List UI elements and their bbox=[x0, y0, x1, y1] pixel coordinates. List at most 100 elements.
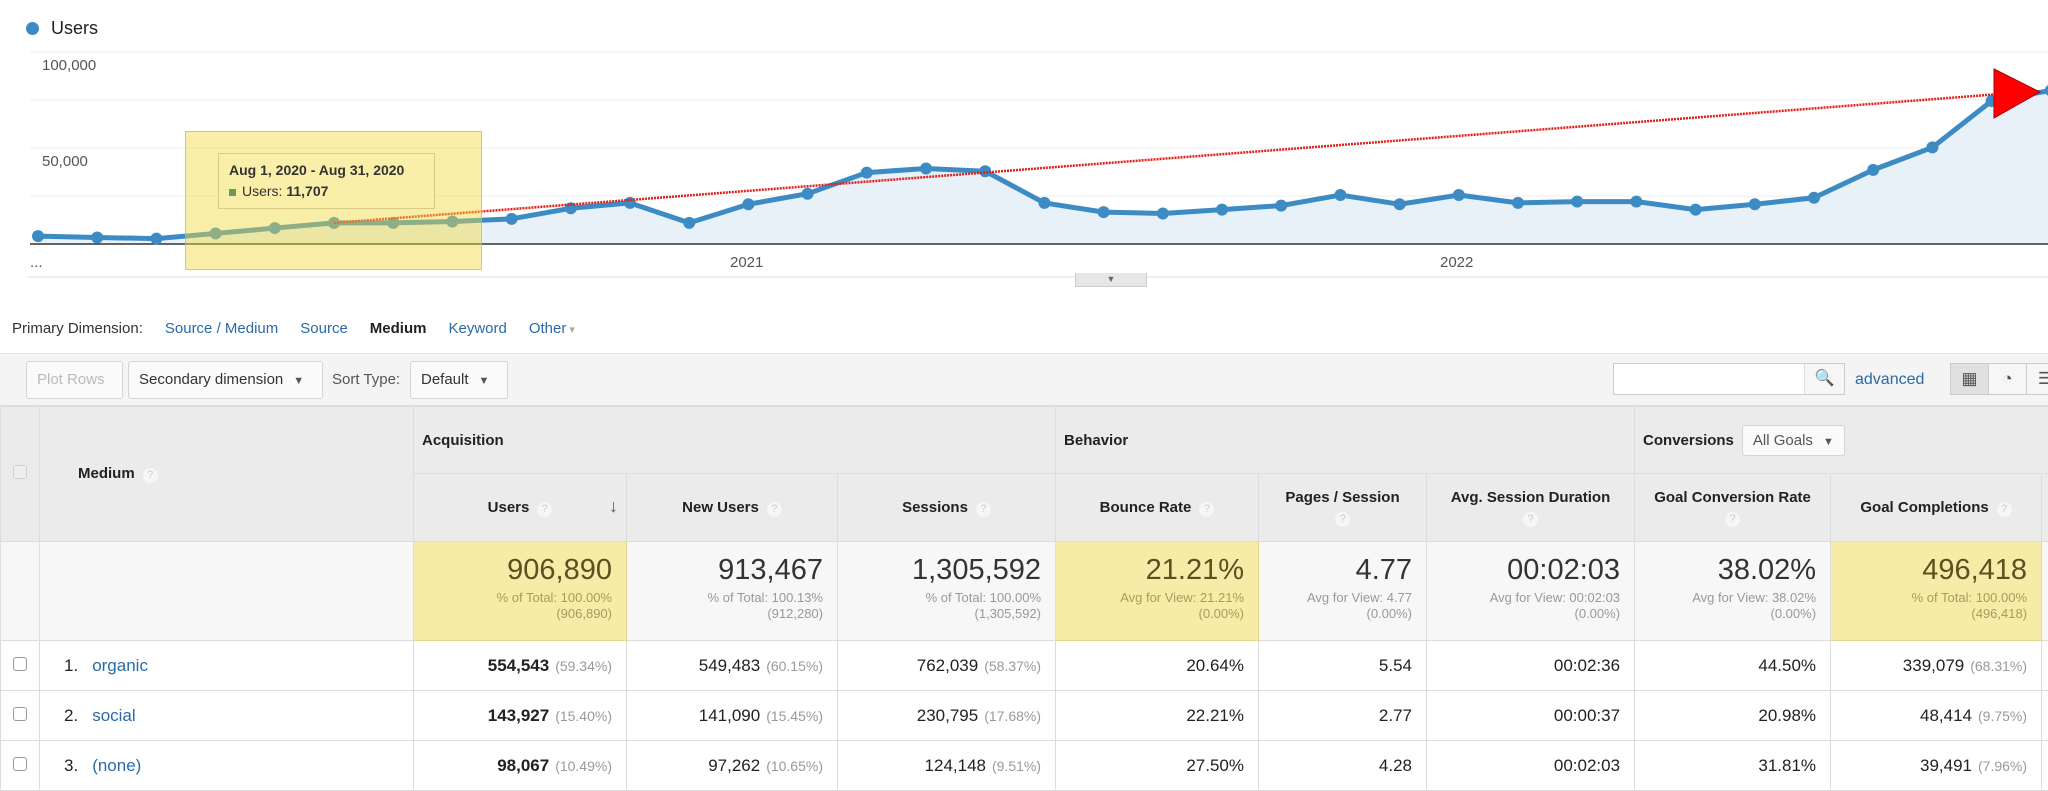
primary-dimension-label: Primary Dimension: bbox=[12, 320, 143, 337]
sort-type-label: Sort Type: bbox=[332, 371, 400, 388]
cell-extra bbox=[2042, 691, 2048, 741]
col-gcr-label: Goal Conversion Rate bbox=[1654, 489, 1811, 506]
cell-extra bbox=[2042, 741, 2048, 791]
col-extra bbox=[2042, 474, 2048, 542]
data-table: Medium? Acquisition Behavior Conversions… bbox=[0, 406, 2048, 791]
help-icon[interactable]: ? bbox=[767, 502, 782, 517]
help-icon[interactable]: ? bbox=[1199, 502, 1214, 517]
help-icon[interactable]: ? bbox=[537, 502, 552, 517]
help-icon[interactable]: ? bbox=[1523, 512, 1538, 527]
table-toolbar: Plot Rows Secondary dimension▼ Sort Type… bbox=[0, 353, 2048, 406]
cell-goal-completions: 339,079(68.31%) bbox=[1831, 641, 2042, 691]
sort-type-value: Default bbox=[421, 371, 469, 388]
col-goal-completions[interactable]: Goal Completions? bbox=[1831, 474, 2042, 542]
chevron-down-icon: ▼ bbox=[293, 375, 304, 387]
help-icon[interactable]: ? bbox=[1335, 512, 1350, 527]
sort-type-dropdown[interactable]: Default▼ bbox=[410, 361, 508, 399]
col-users-label: Users bbox=[488, 499, 530, 516]
col-goal-completions-label: Goal Completions bbox=[1860, 499, 1988, 516]
table-row: 2.social 143,927(15.40%) 141,090(15.45%)… bbox=[1, 691, 2048, 741]
group-acquisition: Acquisition bbox=[414, 407, 1056, 474]
advanced-filter-link[interactable]: advanced bbox=[1855, 371, 1924, 389]
y-tick-label: 100,000 bbox=[42, 57, 96, 74]
cell-bounce-rate: 22.21% bbox=[1056, 691, 1259, 741]
data-point bbox=[1571, 196, 1583, 208]
table-search-input[interactable]: 🔍 bbox=[1613, 363, 1845, 395]
data-point bbox=[1394, 198, 1406, 210]
col-avg-session-duration[interactable]: Avg. Session Duration? bbox=[1427, 474, 1635, 542]
dimension-source-medium[interactable]: Source / Medium bbox=[165, 320, 278, 337]
help-icon[interactable]: ? bbox=[1997, 502, 2012, 517]
chart-collapse-toggle[interactable]: ▼ bbox=[1075, 273, 1147, 287]
total-users: 906,890% of Total: 100.00%(906,890) bbox=[414, 542, 627, 641]
help-icon[interactable]: ? bbox=[143, 468, 158, 483]
row-checkbox[interactable] bbox=[13, 757, 27, 771]
tooltip-label: Users: bbox=[242, 183, 282, 199]
data-point bbox=[1334, 189, 1346, 201]
chevron-down-icon: ▼ bbox=[1823, 436, 1834, 448]
cell-pages-session: 2.77 bbox=[1259, 691, 1427, 741]
data-point bbox=[506, 213, 518, 225]
users-chart: Users 100,000 50,000 ... 2021 2022 Aug 1… bbox=[0, 0, 2048, 300]
pie-view-icon[interactable]: ◔ bbox=[1989, 364, 2027, 394]
dimension-other-dropdown[interactable]: Other bbox=[529, 320, 575, 337]
cell-sessions: 762,039(58.37%) bbox=[838, 641, 1056, 691]
col-bounce-rate-label: Bounce Rate bbox=[1100, 499, 1192, 516]
col-users[interactable]: Users? ↓ bbox=[414, 474, 627, 542]
medium-link[interactable]: (none) bbox=[92, 756, 141, 775]
search-icon[interactable]: 🔍 bbox=[1804, 364, 1844, 394]
data-point bbox=[861, 167, 873, 179]
totals-blank bbox=[1, 542, 40, 641]
col-bounce-rate[interactable]: Bounce Rate? bbox=[1056, 474, 1259, 542]
data-point bbox=[1038, 197, 1050, 209]
help-icon[interactable]: ? bbox=[976, 502, 991, 517]
table-row: 1.organic 554,543(59.34%) 549,483(60.15%… bbox=[1, 641, 2048, 691]
goal-select-value: All Goals bbox=[1753, 432, 1813, 449]
data-point bbox=[1690, 204, 1702, 216]
medium-link[interactable]: social bbox=[92, 706, 135, 725]
table-view-icon[interactable]: ▦ bbox=[1951, 364, 1989, 394]
goal-select-dropdown[interactable]: All Goals ▼ bbox=[1742, 425, 1845, 456]
cell-pages-session: 5.54 bbox=[1259, 641, 1427, 691]
row-dimension: 3.(none) bbox=[40, 741, 414, 791]
col-goal-conversion-rate[interactable]: Goal Conversion Rate? bbox=[1635, 474, 1831, 542]
total-bounce-rate: 21.21%Avg for View: 21.21%(0.00%) bbox=[1056, 542, 1259, 641]
secondary-dimension-dropdown[interactable]: Secondary dimension▼ bbox=[128, 361, 323, 399]
row-checkbox[interactable] bbox=[13, 657, 27, 671]
col-sessions[interactable]: Sessions? bbox=[838, 474, 1056, 542]
cell-sessions: 230,795(17.68%) bbox=[838, 691, 1056, 741]
medium-link[interactable]: organic bbox=[92, 656, 148, 675]
dimension-keyword[interactable]: Keyword bbox=[448, 320, 506, 337]
total-goal-completions: 496,418% of Total: 100.00%(496,418) bbox=[1831, 542, 2042, 641]
col-new-users-label: New Users bbox=[682, 499, 759, 516]
col-new-users[interactable]: New Users? bbox=[627, 474, 838, 542]
sort-descending-icon: ↓ bbox=[609, 496, 618, 516]
total-gcr: 38.02%Avg for View: 38.02%(0.00%) bbox=[1635, 542, 1831, 641]
totals-blank bbox=[40, 542, 414, 641]
col-avg-duration-label: Avg. Session Duration bbox=[1451, 489, 1610, 506]
primary-dimension-bar: Primary Dimension: Source / Medium Sourc… bbox=[12, 320, 575, 337]
data-point bbox=[742, 198, 754, 210]
help-icon[interactable]: ? bbox=[1725, 512, 1740, 527]
data-point bbox=[1512, 197, 1524, 209]
medium-header-label: Medium bbox=[78, 465, 135, 482]
cell-users: 143,927(15.40%) bbox=[414, 691, 627, 741]
cell-goal-completions: 39,491(7.96%) bbox=[1831, 741, 2042, 791]
x-tick-label: ... bbox=[30, 254, 43, 271]
row-checkbox[interactable] bbox=[13, 707, 27, 721]
col-pages-session[interactable]: Pages / Session? bbox=[1259, 474, 1427, 542]
row-dimension: 2.social bbox=[40, 691, 414, 741]
dimension-source[interactable]: Source bbox=[300, 320, 348, 337]
cell-avg-duration: 00:02:36 bbox=[1427, 641, 1635, 691]
data-point bbox=[802, 188, 814, 200]
col-pages-session-label: Pages / Session bbox=[1285, 489, 1399, 506]
total-new-users: 913,467% of Total: 100.13%(912,280) bbox=[627, 542, 838, 641]
totals-blank bbox=[2042, 542, 2048, 641]
select-all-checkbox[interactable] bbox=[13, 465, 27, 479]
cell-gcr: 31.81% bbox=[1635, 741, 1831, 791]
plot-rows-button[interactable]: Plot Rows bbox=[26, 361, 123, 399]
performance-view-icon[interactable]: ☰ bbox=[2027, 364, 2048, 394]
dimension-medium[interactable]: Medium bbox=[370, 320, 427, 337]
